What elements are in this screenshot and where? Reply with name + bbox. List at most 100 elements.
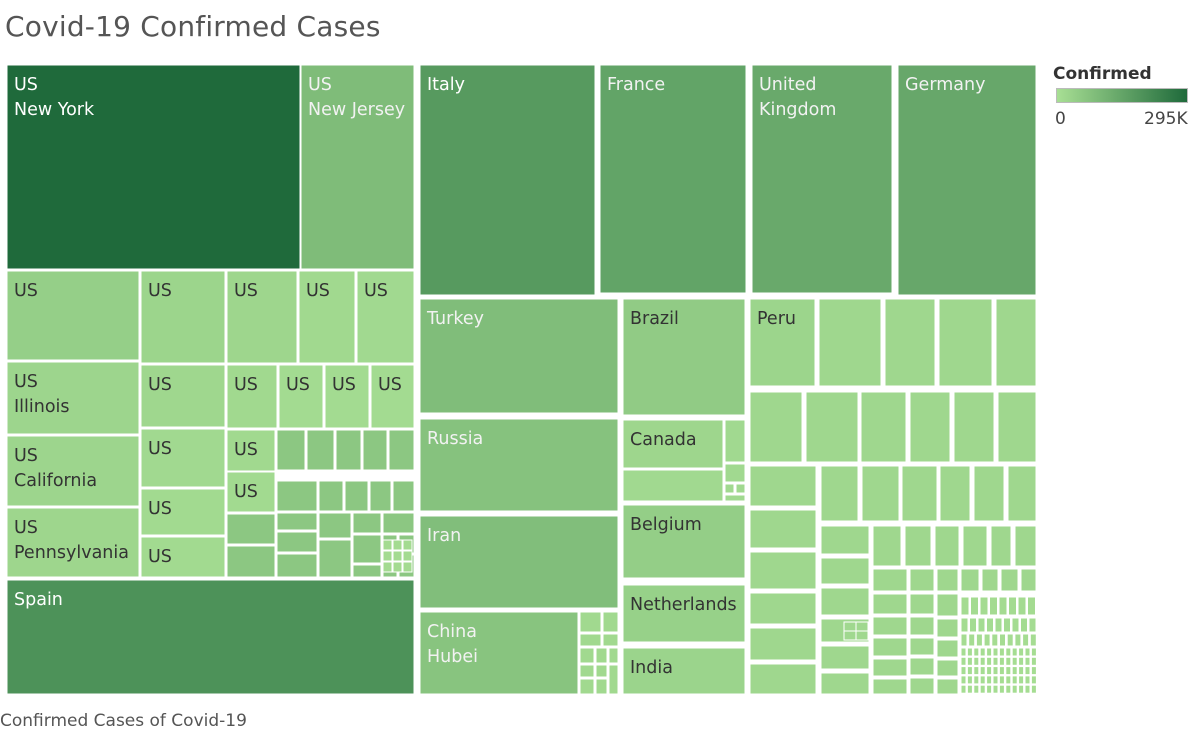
tile-small: [872, 616, 908, 636]
tile-small: [749, 551, 817, 590]
tile-small: [1011, 666, 1018, 676]
tile-small: [909, 568, 935, 592]
tile-china-hubei: [419, 611, 579, 695]
tile-small: [966, 675, 973, 685]
tile-label-country: Belgium: [630, 515, 702, 535]
tile-small: [1017, 596, 1027, 616]
tile-small: [820, 672, 870, 695]
tile-small: [818, 298, 882, 387]
tile-label-region: New York: [14, 100, 95, 120]
tile-small: [939, 465, 971, 522]
tile-us-new-york: [6, 64, 301, 270]
tile-small: [1030, 675, 1037, 685]
tile-small: [352, 534, 382, 564]
tile-small: [986, 675, 993, 685]
tile-small: [724, 483, 735, 494]
tile-small: [1005, 666, 1012, 676]
tile-small: [1014, 525, 1037, 567]
tile-label-country: Germany: [905, 75, 985, 95]
tile-small: [973, 465, 1005, 522]
tile-small: [369, 480, 392, 512]
tile-india: [622, 647, 746, 695]
tile-small: [960, 675, 967, 685]
tile-small: [306, 429, 335, 471]
tile-label-country: US: [306, 281, 330, 301]
tile-label-country: US: [148, 375, 172, 395]
tile-small: [1018, 647, 1025, 657]
tile-brazil: [622, 298, 746, 416]
tile-small: [805, 391, 859, 463]
tile-small: [382, 561, 393, 573]
tile-small: [936, 618, 959, 638]
tile-label-country: Russia: [427, 429, 483, 449]
tile-label-country: US: [14, 372, 38, 392]
tile-small: [992, 675, 999, 685]
tile-label-country: US: [234, 482, 258, 502]
tile-label-country: US: [14, 446, 38, 466]
tile-small: [966, 684, 973, 694]
tile-label-region: New Jersey: [308, 100, 405, 120]
tile-small: [998, 656, 1005, 666]
tile-label-region: Pennsylvania: [14, 543, 129, 563]
tile-small: [382, 539, 393, 551]
tile-small: [344, 480, 369, 512]
tile-small: [1024, 647, 1031, 657]
tile-small: [960, 633, 968, 647]
tile-small: [820, 525, 870, 555]
tile-small: [595, 678, 608, 695]
tile-small: [388, 429, 415, 471]
tile-us: [140, 536, 226, 578]
tile-us-new-jersey: [300, 64, 415, 270]
tile-small: [1011, 617, 1020, 633]
tile-small: [990, 525, 1012, 567]
tile-label-country: US: [234, 440, 258, 460]
tile-small: [579, 633, 602, 647]
tile-small: [936, 568, 959, 592]
tile-us: [140, 428, 226, 488]
tile-small: [1029, 633, 1037, 647]
tile-small: [909, 616, 935, 636]
tile-small: [1027, 596, 1036, 616]
tile-small: [960, 656, 967, 666]
tile-small: [1005, 675, 1012, 685]
tile-germany: [897, 64, 1037, 296]
tile-small: [1018, 684, 1025, 694]
tile-small: [226, 513, 276, 545]
tile-small: [352, 512, 382, 534]
tile-small: [318, 539, 352, 578]
tile-small: [960, 666, 967, 676]
tile-iran: [419, 515, 619, 609]
tile-small: [318, 480, 344, 512]
tile-us: [6, 270, 140, 361]
tile-small: [724, 494, 746, 502]
tile-small: [352, 564, 382, 578]
tile-small: [392, 561, 403, 573]
tile-small: [934, 525, 960, 567]
tile-small: [843, 630, 857, 641]
tile-small: [977, 617, 986, 633]
tile-us: [298, 270, 356, 364]
tile-small: [749, 627, 817, 661]
tile-small: [820, 465, 859, 522]
tile-label-country-line2: Kingdom: [759, 100, 836, 120]
tile-small: [979, 647, 986, 657]
tile-us: [324, 364, 370, 429]
tile-small: [1030, 647, 1037, 657]
tile-small: [953, 391, 995, 463]
tile-small: [994, 617, 1003, 633]
tile-small: [402, 550, 413, 562]
tile-label-country: Turkey: [426, 309, 484, 329]
tile-russia: [419, 418, 619, 512]
tile-us: [226, 471, 276, 513]
tile-small: [992, 647, 999, 657]
tile-small: [1005, 656, 1012, 666]
tile-small: [969, 617, 977, 633]
tile-small: [579, 678, 595, 695]
tile-small: [909, 657, 935, 676]
tile-small: [986, 647, 993, 657]
tile-small: [724, 463, 746, 483]
tile-small: [938, 298, 993, 387]
tile-small: [997, 391, 1037, 463]
tile-small: [884, 298, 936, 387]
tile-small: [979, 596, 989, 616]
